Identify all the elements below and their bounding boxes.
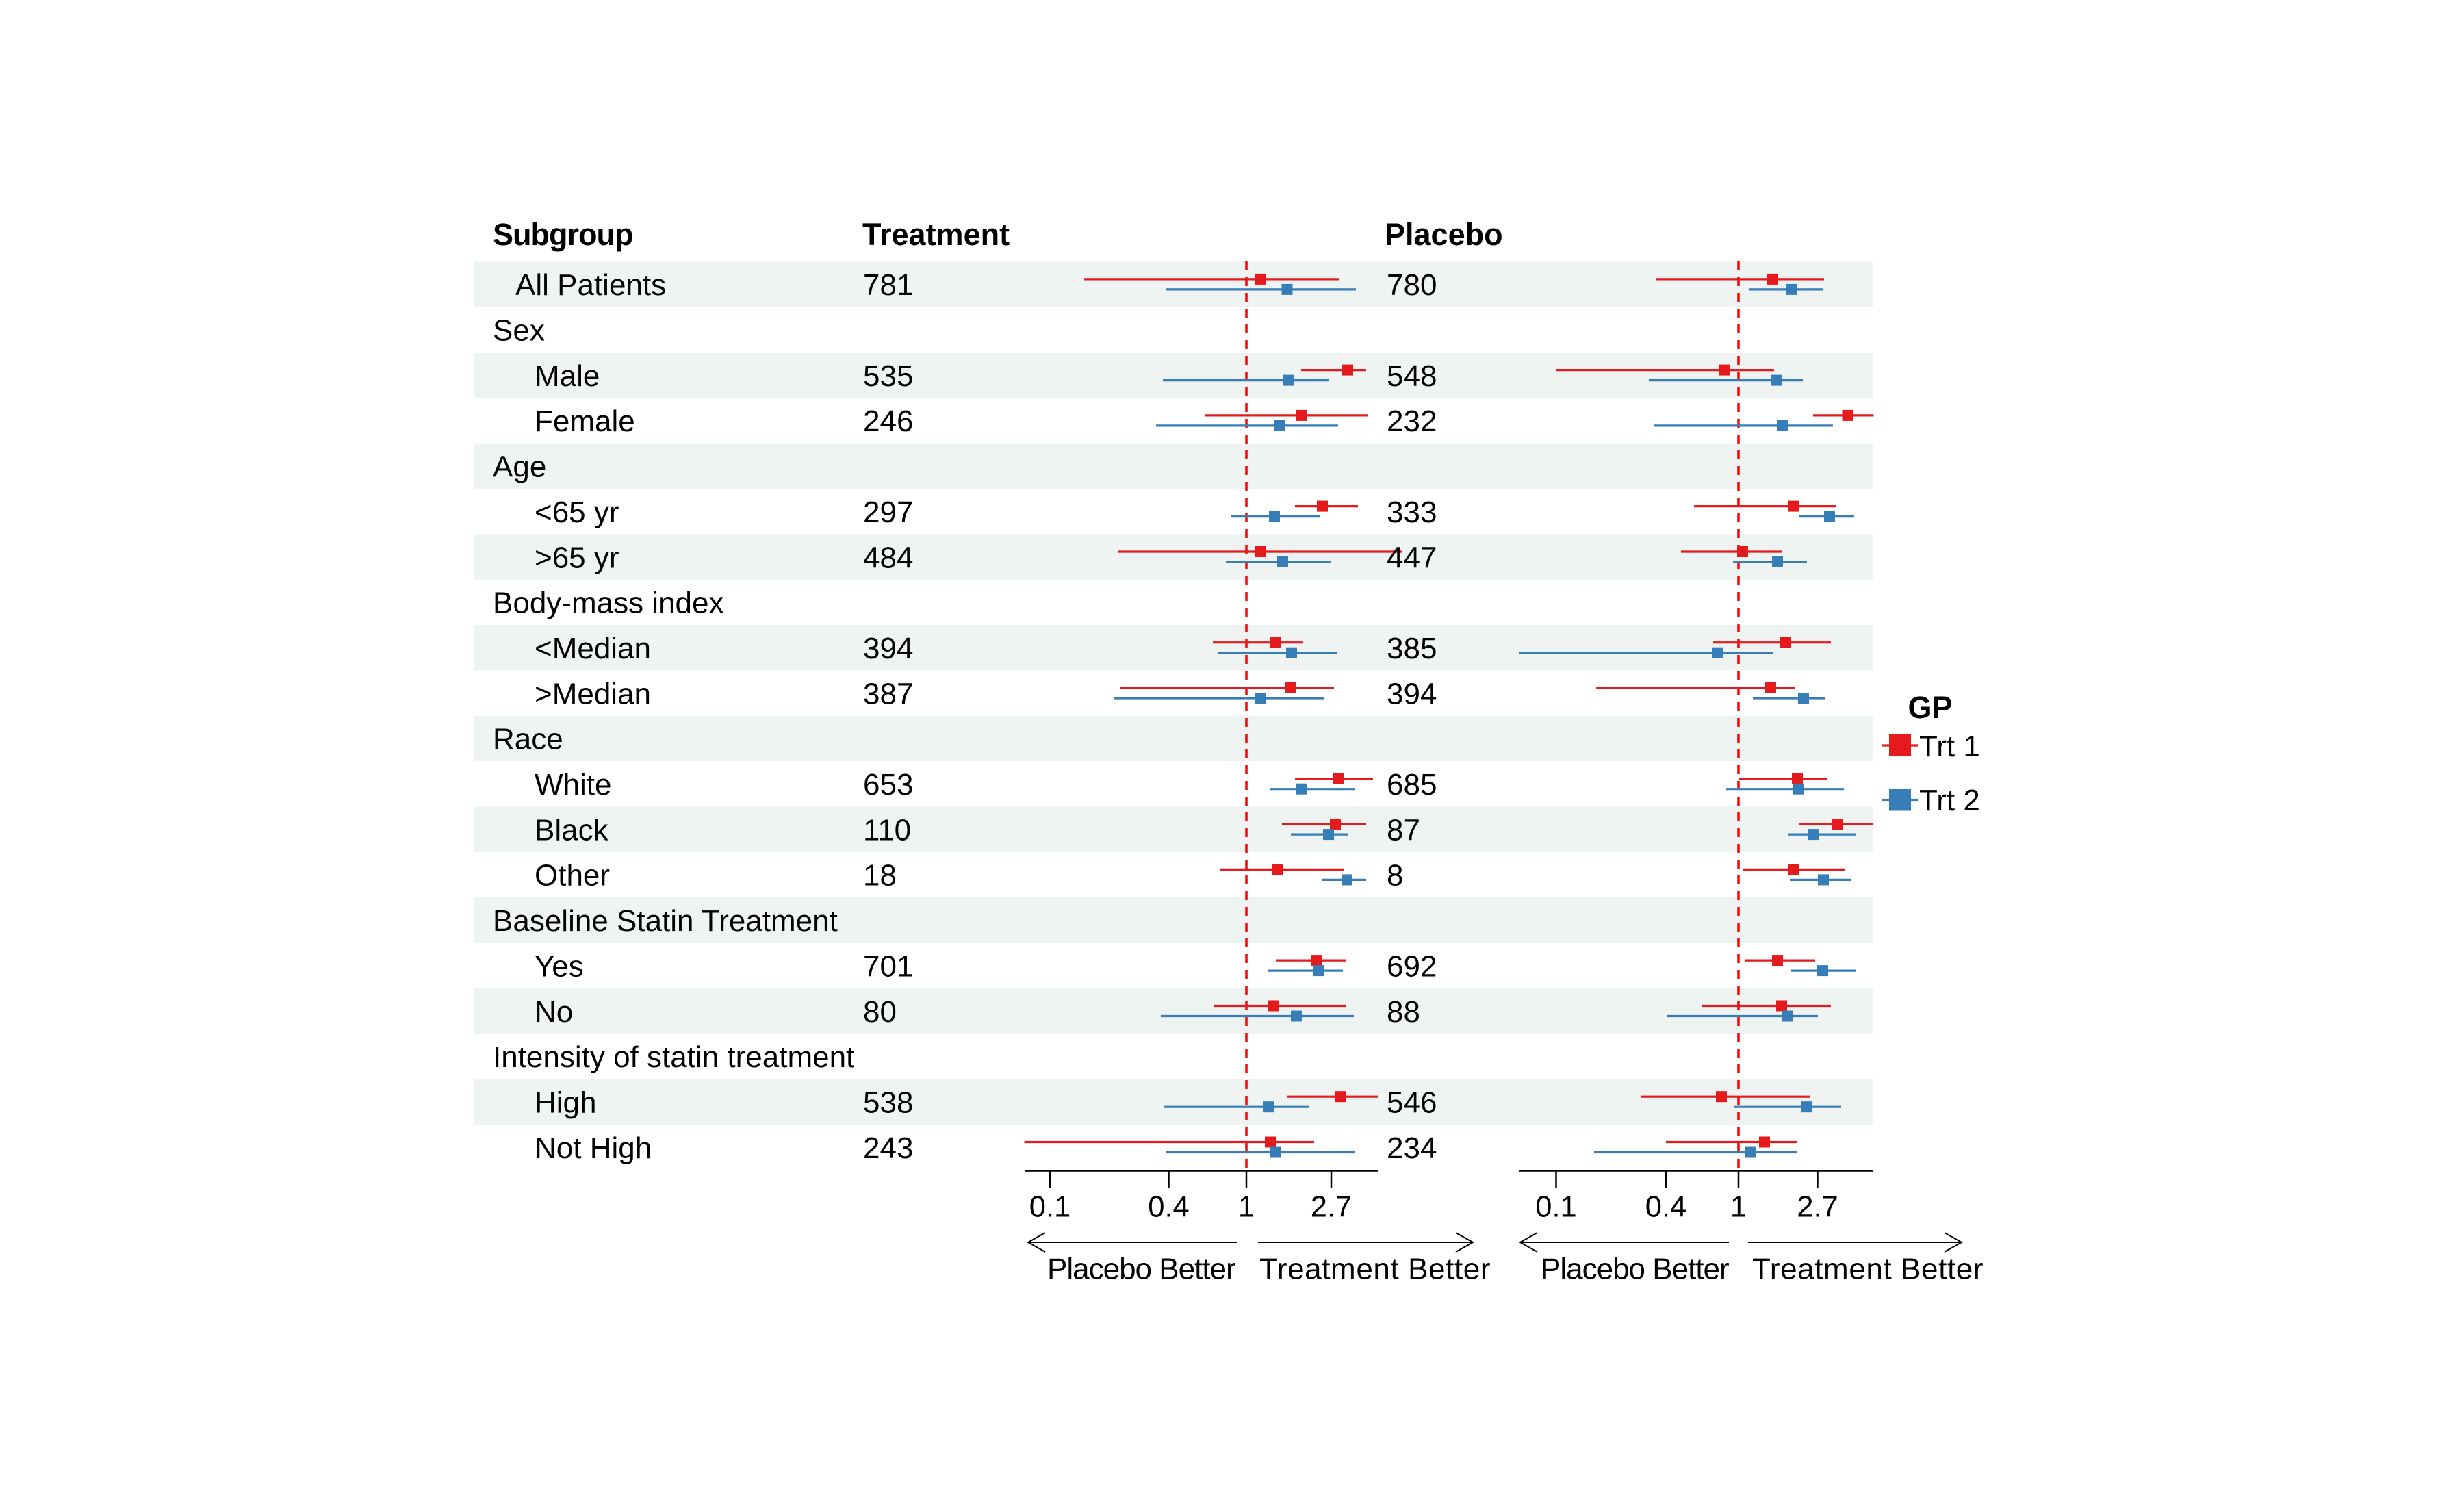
svg-text:2.7: 2.7 bbox=[1797, 1191, 1838, 1224]
svg-text:385: 385 bbox=[1387, 632, 1437, 665]
svg-text:546: 546 bbox=[1387, 1086, 1437, 1120]
svg-text:Other: Other bbox=[535, 859, 610, 893]
svg-text:692: 692 bbox=[1387, 949, 1437, 983]
svg-text:Age: Age bbox=[493, 450, 546, 484]
svg-text:0.4: 0.4 bbox=[1645, 1191, 1686, 1224]
svg-text:685: 685 bbox=[1387, 768, 1437, 802]
svg-text:Placebo: Placebo bbox=[1385, 217, 1503, 252]
svg-text:246: 246 bbox=[863, 405, 913, 438]
svg-text:232: 232 bbox=[1387, 405, 1437, 438]
svg-text:High: High bbox=[535, 1086, 597, 1120]
svg-text:333: 333 bbox=[1387, 496, 1437, 529]
svg-text:297: 297 bbox=[863, 496, 913, 529]
svg-text:781: 781 bbox=[863, 268, 913, 302]
svg-text:<Median: <Median bbox=[535, 632, 651, 665]
svg-text:Sex: Sex bbox=[493, 314, 545, 348]
svg-text:Body-mass index: Body-mass index bbox=[493, 587, 723, 620]
svg-text:653: 653 bbox=[863, 768, 913, 802]
svg-text:Subgroup: Subgroup bbox=[493, 217, 632, 252]
svg-text:243: 243 bbox=[863, 1131, 913, 1165]
svg-text:88: 88 bbox=[1387, 995, 1420, 1029]
svg-text:Intensity of statin treatment: Intensity of statin treatment bbox=[493, 1040, 854, 1074]
svg-text:484: 484 bbox=[863, 541, 913, 574]
svg-text:Trt 1: Trt 1 bbox=[1919, 730, 1980, 763]
svg-text:Placebo Better: Placebo Better bbox=[1047, 1253, 1235, 1286]
svg-text:Black: Black bbox=[535, 813, 609, 847]
svg-text:447: 447 bbox=[1387, 541, 1437, 574]
svg-text:701: 701 bbox=[863, 949, 913, 983]
svg-text:110: 110 bbox=[863, 813, 911, 847]
svg-text:234: 234 bbox=[1387, 1131, 1437, 1165]
svg-text:394: 394 bbox=[1387, 677, 1437, 710]
svg-text:White: White bbox=[535, 768, 611, 802]
svg-text:Trt 2: Trt 2 bbox=[1919, 784, 1980, 817]
svg-text:Race: Race bbox=[493, 723, 563, 756]
svg-text:No: No bbox=[535, 995, 573, 1029]
svg-text:Female: Female bbox=[535, 405, 635, 438]
svg-text:1: 1 bbox=[1730, 1191, 1747, 1224]
svg-text:0.1: 0.1 bbox=[1029, 1191, 1070, 1224]
svg-text:Treatment: Treatment bbox=[862, 217, 1010, 252]
svg-text:Not High: Not High bbox=[535, 1131, 652, 1165]
svg-text:Treatment Better: Treatment Better bbox=[1752, 1253, 1984, 1286]
svg-text:Baseline Statin Treatment: Baseline Statin Treatment bbox=[493, 904, 838, 938]
svg-text:>65 yr: >65 yr bbox=[535, 541, 619, 574]
svg-text:387: 387 bbox=[863, 677, 913, 710]
svg-text:<65 yr: <65 yr bbox=[535, 496, 619, 529]
svg-text:2.7: 2.7 bbox=[1311, 1191, 1352, 1224]
svg-text:18: 18 bbox=[863, 859, 897, 893]
svg-text:Treatment Better: Treatment Better bbox=[1259, 1253, 1491, 1286]
svg-text:Male: Male bbox=[535, 359, 600, 393]
svg-text:8: 8 bbox=[1387, 859, 1403, 893]
svg-text:548: 548 bbox=[1387, 359, 1437, 393]
svg-text:535: 535 bbox=[863, 359, 913, 393]
svg-text:780: 780 bbox=[1387, 268, 1437, 302]
svg-text:1: 1 bbox=[1238, 1191, 1255, 1224]
svg-text:GP: GP bbox=[1908, 690, 1952, 725]
svg-text:Yes: Yes bbox=[535, 949, 584, 983]
svg-text:80: 80 bbox=[863, 995, 897, 1029]
svg-text:0.4: 0.4 bbox=[1148, 1191, 1189, 1224]
svg-text:87: 87 bbox=[1387, 813, 1420, 847]
svg-text:394: 394 bbox=[863, 632, 913, 665]
svg-text:Placebo Better: Placebo Better bbox=[1541, 1253, 1729, 1286]
svg-text:538: 538 bbox=[863, 1086, 913, 1120]
svg-text:0.1: 0.1 bbox=[1535, 1191, 1576, 1224]
svg-text:All Patients: All Patients bbox=[515, 268, 666, 302]
svg-text:>Median: >Median bbox=[535, 677, 651, 710]
